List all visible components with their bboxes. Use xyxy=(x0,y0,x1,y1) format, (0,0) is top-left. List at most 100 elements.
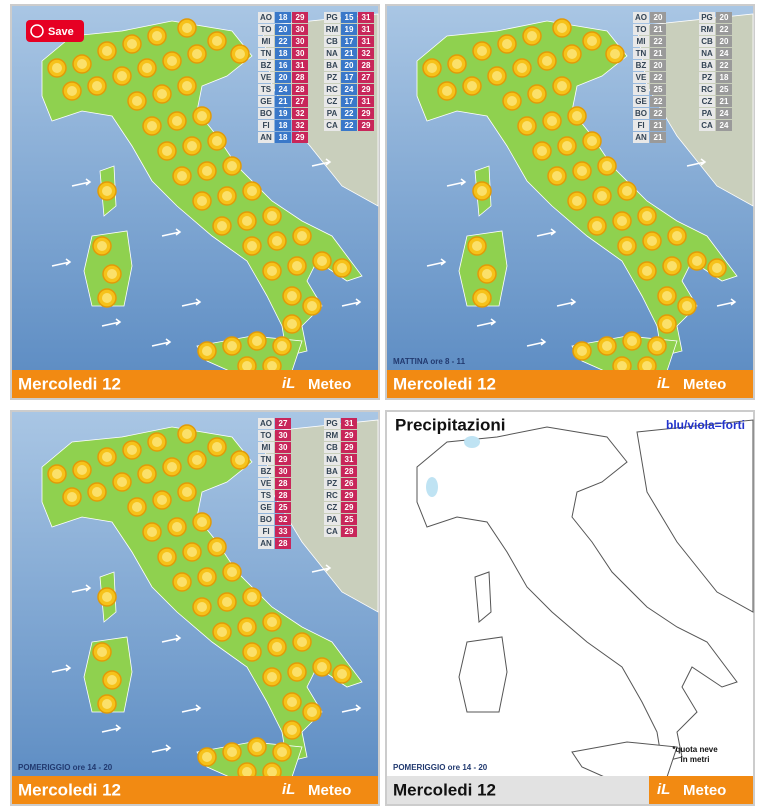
temp-value: 21 xyxy=(654,133,663,142)
date-bar xyxy=(387,370,753,398)
city-cell xyxy=(633,132,649,143)
temp-cell xyxy=(275,132,291,143)
temp-value: 32 xyxy=(296,109,305,118)
city-code: CA xyxy=(326,121,338,130)
temp-value: 18 xyxy=(720,73,729,82)
temp-cell xyxy=(650,60,666,71)
temp-value: 24 xyxy=(279,85,288,94)
temp-value: 20 xyxy=(345,61,354,70)
sun-icon xyxy=(262,261,282,281)
city-code: TN xyxy=(636,49,647,58)
sun-icon xyxy=(552,76,572,96)
temp-value: 21 xyxy=(279,97,288,106)
temp-cell xyxy=(716,12,732,23)
temp-value: 22 xyxy=(345,121,354,130)
save-icon xyxy=(30,24,44,38)
sun-icon xyxy=(647,336,667,356)
temp-cell xyxy=(275,466,291,477)
sun-icon xyxy=(282,692,302,712)
temp-cell xyxy=(341,108,357,119)
period-label: POMERIGGIO ore 14 - 20 xyxy=(18,763,113,772)
sun-icon xyxy=(162,51,182,71)
sun-icon xyxy=(247,737,267,757)
sun-icon xyxy=(177,76,197,96)
city-cell xyxy=(699,24,715,35)
city-cell xyxy=(258,108,274,119)
logo-il: iL xyxy=(657,375,670,392)
sun-icon xyxy=(152,84,172,104)
sun-icon xyxy=(242,181,262,201)
temp-cell xyxy=(358,120,374,131)
temp-cell xyxy=(275,60,291,71)
temp-value: 29 xyxy=(296,133,305,142)
city-code: BZ xyxy=(261,61,272,70)
temp-value: 30 xyxy=(296,49,305,58)
temp-cell xyxy=(716,36,732,47)
temp-cell xyxy=(292,132,308,143)
temp-value: 28 xyxy=(345,467,354,476)
city-cell xyxy=(699,120,715,131)
wind-arrow xyxy=(51,258,72,267)
temp-value: 24 xyxy=(720,121,729,130)
sun-icon xyxy=(102,264,122,284)
wind-arrow xyxy=(556,298,577,307)
temp-value: 18 xyxy=(279,121,288,130)
city-cell xyxy=(258,72,274,83)
city-cell xyxy=(324,24,340,35)
wind-arrow xyxy=(101,318,122,327)
temp-cell xyxy=(650,48,666,59)
sun-icon xyxy=(287,662,307,682)
temp-cell xyxy=(341,418,357,429)
sun-icon xyxy=(332,664,352,684)
wind-arrow xyxy=(446,178,467,187)
temp-cell xyxy=(275,418,291,429)
temp-cell xyxy=(275,478,291,489)
temp-value: 18 xyxy=(279,49,288,58)
temp-value: 17 xyxy=(345,97,354,106)
wind-arrow xyxy=(51,664,72,673)
temp-value: 22 xyxy=(345,109,354,118)
temp-value: 29 xyxy=(345,443,354,452)
wind-arrow xyxy=(311,158,332,167)
sun-icon xyxy=(707,258,727,278)
temp-value: 28 xyxy=(279,491,288,500)
city-code: TN xyxy=(261,455,272,464)
temp-value: 27 xyxy=(362,73,371,82)
temp-cell xyxy=(275,490,291,501)
temp-value: 31 xyxy=(362,13,371,22)
sun-icon xyxy=(187,44,207,64)
temp-cell xyxy=(341,120,357,131)
sun-icon xyxy=(312,251,332,271)
city-code: BA xyxy=(326,467,338,476)
city-cell xyxy=(699,36,715,47)
wind-arrow xyxy=(181,704,202,713)
temp-cell xyxy=(358,72,374,83)
temp-value: 29 xyxy=(296,13,305,22)
sun-icon xyxy=(267,637,287,657)
temp-cell xyxy=(292,108,308,119)
temp-cell xyxy=(341,36,357,47)
temp-value: 31 xyxy=(345,419,354,428)
sun-icon xyxy=(637,206,657,226)
sun-icon xyxy=(182,542,202,562)
snow-note: in metri xyxy=(681,755,710,764)
city-code: GE xyxy=(260,97,272,106)
city-cell xyxy=(258,36,274,47)
temp-value: 22 xyxy=(654,109,663,118)
city-code: FI xyxy=(637,121,644,130)
period-label: MATTINA ore 8 - 11 xyxy=(393,357,466,366)
temp-cell xyxy=(341,12,357,23)
city-cell xyxy=(324,478,340,489)
temp-cell xyxy=(275,96,291,107)
sun-icon xyxy=(477,264,497,284)
sun-icon xyxy=(292,226,312,246)
temp-value: 20 xyxy=(720,13,729,22)
sun-icon xyxy=(572,341,592,361)
save-button[interactable]: Save xyxy=(26,20,84,42)
temp-value: 29 xyxy=(362,109,371,118)
sun-icon xyxy=(167,111,187,131)
city-cell xyxy=(699,96,715,107)
city-cell xyxy=(258,466,274,477)
temp-cell xyxy=(341,478,357,489)
sun-icon xyxy=(192,597,212,617)
